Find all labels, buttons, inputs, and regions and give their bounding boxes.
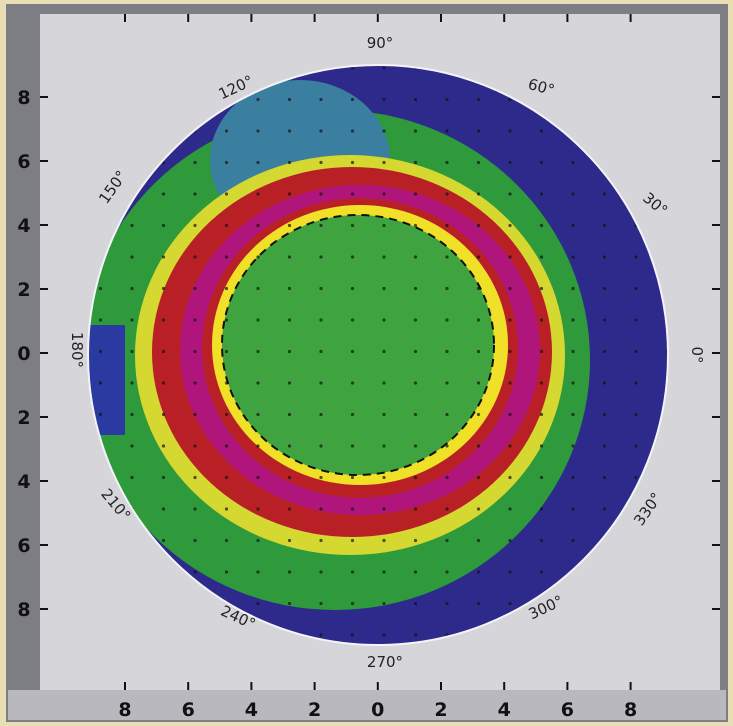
y-tick-label: 2 <box>17 407 30 429</box>
angle-label: 270° <box>367 653 403 671</box>
y-tick-label: 2 <box>17 279 30 301</box>
angle-label: 90° <box>367 34 394 52</box>
x-tick-label: 2 <box>308 699 321 721</box>
angle-label: 0° <box>688 346 706 363</box>
x-tick-label: 8 <box>118 699 131 721</box>
y-tick-label: 6 <box>17 535 30 557</box>
y-tick-label: 6 <box>17 151 30 173</box>
x-tick-label: 4 <box>498 699 511 721</box>
y-tick-label: 0 <box>17 343 30 365</box>
x-tick-label: 0 <box>371 699 384 721</box>
x-tick-label: 4 <box>245 699 258 721</box>
topography-screenshot: 86420246886420246890°60°30°0°330°300°270… <box>0 0 733 726</box>
y-tick-label: 4 <box>17 471 30 493</box>
x-tick-label: 6 <box>182 699 195 721</box>
x-tick-label: 2 <box>434 699 447 721</box>
x-tick-label: 8 <box>624 699 637 721</box>
x-tick-label: 6 <box>561 699 574 721</box>
y-tick-label: 8 <box>17 599 30 621</box>
x-axis-strip <box>8 690 726 720</box>
y-tick-label: 8 <box>17 87 30 109</box>
y-tick-label: 4 <box>17 215 30 237</box>
angle-label: 180° <box>68 332 86 368</box>
